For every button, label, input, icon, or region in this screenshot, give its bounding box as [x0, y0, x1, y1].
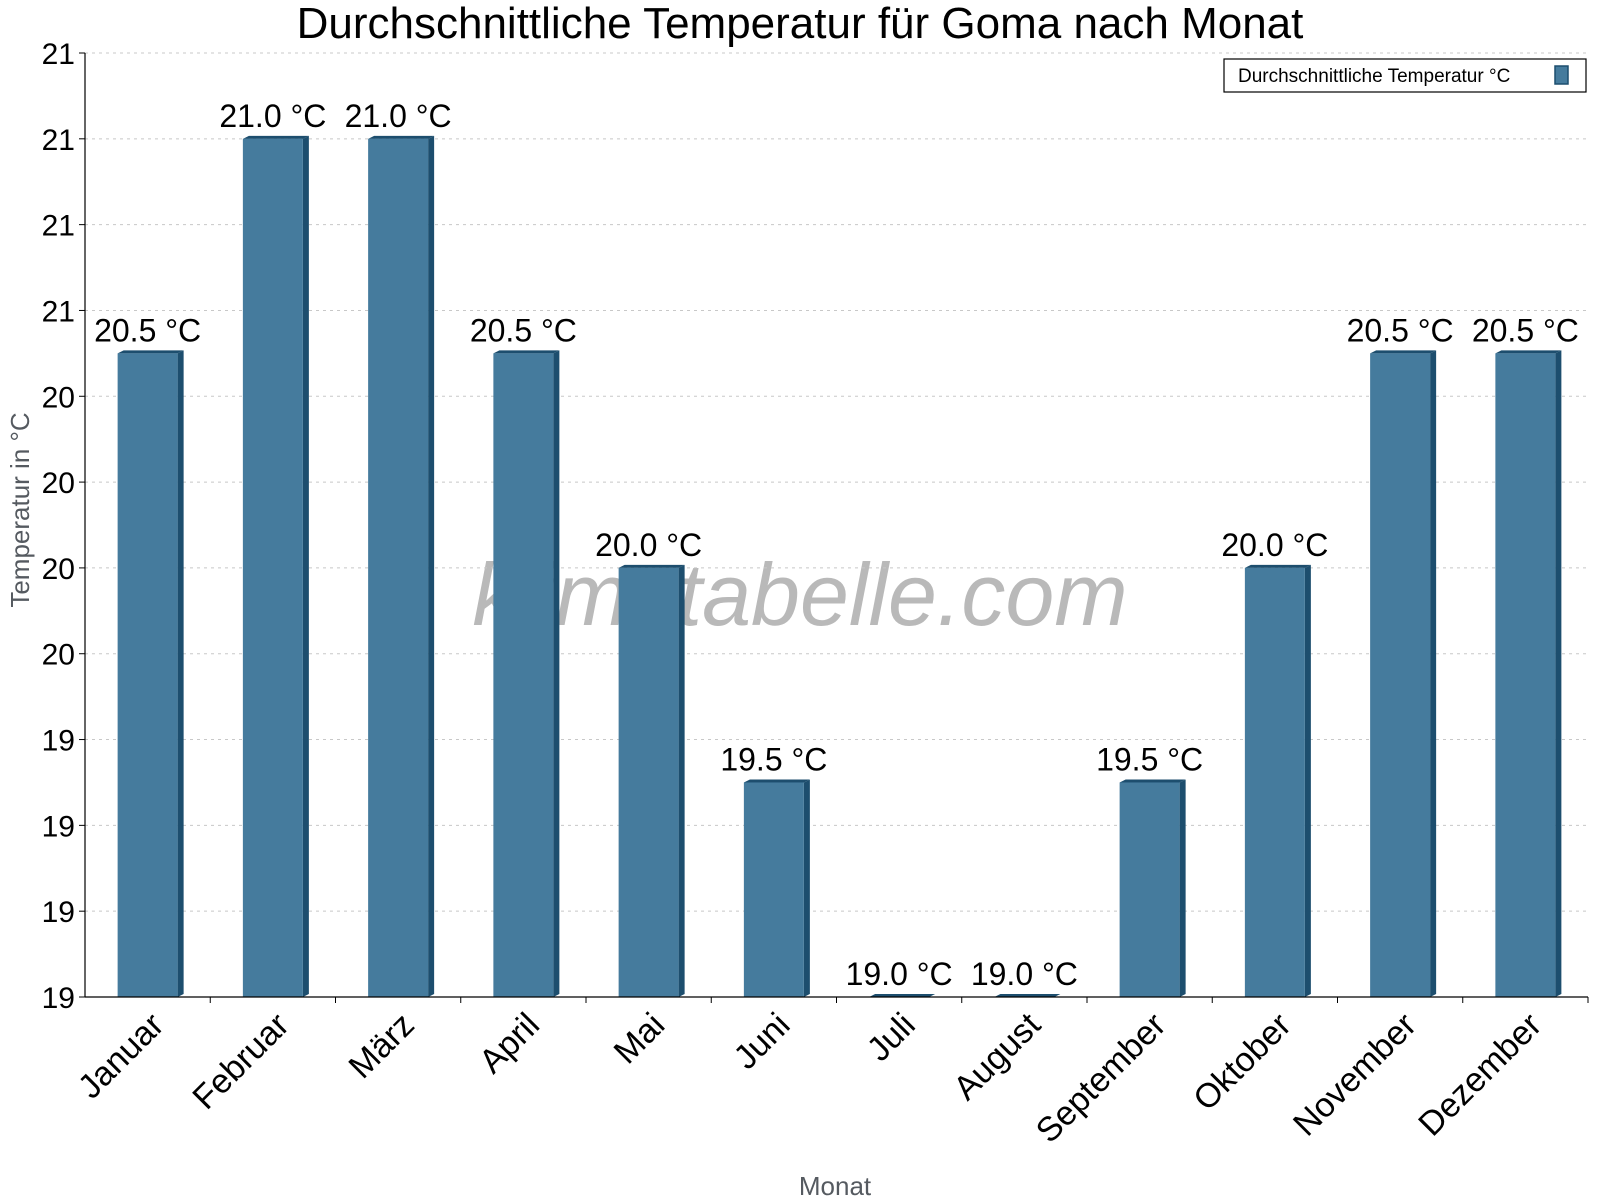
data-label: 21.0 °C	[219, 98, 326, 134]
bar-top	[117, 350, 184, 354]
x-tick-label: September	[1029, 1006, 1173, 1150]
bar-side	[302, 135, 309, 997]
legend-box	[1223, 58, 1587, 93]
bar-januar	[117, 350, 184, 997]
bar-märz	[368, 135, 435, 997]
bar-side	[1179, 779, 1186, 997]
bar-front	[1119, 782, 1180, 997]
bar-front	[618, 567, 679, 997]
bar-front	[368, 138, 429, 997]
y-tick-label: 21	[42, 38, 75, 71]
data-label: 19.0 °C	[846, 956, 953, 992]
bar-top	[994, 994, 1061, 997]
y-tick-label: 20	[42, 467, 75, 500]
bar-november	[1370, 350, 1437, 997]
y-tick-label: 19	[42, 810, 75, 843]
y-tick-label: 21	[42, 295, 75, 328]
bar-front	[1370, 353, 1431, 997]
x-tick-label: Januar	[71, 1006, 171, 1106]
data-label: 20.0 °C	[1221, 527, 1328, 563]
bar-top	[242, 135, 309, 139]
x-tick-label: April	[472, 1006, 547, 1081]
y-tick-label: 21	[42, 210, 75, 243]
x-tick-label: August	[946, 1005, 1048, 1107]
bar-top	[1244, 564, 1311, 568]
axes: 19 19 19 19 20 20 20 20 21 21 21 21	[42, 38, 1589, 1015]
legend: Durchschnittliche Temperatur °C	[1223, 58, 1587, 93]
bar-front	[1495, 353, 1556, 997]
bar-front	[743, 782, 804, 997]
data-label: 20.5 °C	[1472, 312, 1579, 348]
bar-front	[1244, 567, 1305, 997]
x-tick-label: Februar	[185, 1006, 296, 1117]
bar-top	[743, 779, 810, 783]
bar-august	[994, 994, 1061, 997]
x-tick-label: Dezember	[1411, 1006, 1549, 1144]
data-label: 20.5 °C	[1347, 312, 1454, 348]
watermark: klimatabelle.com	[472, 545, 1127, 644]
bar-top	[1495, 350, 1562, 354]
bar-front	[242, 138, 303, 997]
bar-april	[493, 350, 560, 997]
y-tick-label: 21	[42, 124, 75, 157]
y-axis-title: Temperatur in °C	[5, 412, 35, 607]
bar-oktober	[1244, 564, 1311, 997]
bar-side	[1555, 350, 1562, 997]
bar-side	[553, 350, 560, 997]
x-axis-title: Monat	[799, 1171, 872, 1200]
bar-front	[493, 353, 554, 997]
bar-side	[1430, 350, 1437, 997]
x-tick-label: November	[1286, 1006, 1424, 1144]
x-tick-label: Juni	[727, 1006, 798, 1077]
bar-side	[1304, 564, 1311, 997]
legend-swatch	[1554, 65, 1569, 85]
chart-title: Durchschnittliche Temperatur für Goma na…	[297, 0, 1304, 48]
data-label: 19.0 °C	[971, 956, 1078, 992]
bar-front	[117, 353, 178, 997]
y-tick-label: 20	[42, 553, 75, 586]
legend-label: Durchschnittliche Temperatur °C	[1238, 66, 1510, 87]
bar-top	[869, 994, 936, 997]
data-label: 19.5 °C	[720, 741, 827, 777]
x-tick-label: Mai	[607, 1006, 673, 1072]
bar-top	[1119, 779, 1186, 783]
bar-side	[177, 350, 184, 997]
bar-september	[1119, 779, 1186, 997]
x-tick-label: Oktober	[1186, 1006, 1298, 1118]
bar-side	[803, 779, 810, 997]
grid-lines	[85, 52, 1588, 912]
bar-top	[368, 135, 435, 139]
bar-mai	[618, 564, 685, 997]
bar-dezember	[1495, 350, 1562, 997]
bar-side	[428, 135, 435, 997]
bar-juni	[743, 779, 810, 997]
bar-top	[493, 350, 560, 354]
y-tick-label: 20	[42, 639, 75, 672]
data-label: 20.0 °C	[595, 527, 702, 563]
y-tick-label: 19	[42, 725, 75, 758]
bars	[117, 135, 1562, 997]
bar-top	[1370, 350, 1437, 354]
data-label: 19.5 °C	[1096, 741, 1203, 777]
bar-top	[618, 564, 685, 568]
y-tick-label: 19	[42, 982, 75, 1015]
bar-juli	[869, 994, 936, 997]
bar-februar	[242, 135, 309, 997]
x-tick-label: März	[341, 1006, 421, 1086]
data-label: 20.5 °C	[470, 312, 577, 348]
data-label: 20.5 °C	[94, 312, 201, 348]
y-tick-label: 20	[42, 381, 75, 414]
x-tick-label: Juli	[860, 1006, 923, 1069]
bar-side	[678, 564, 685, 997]
y-tick-label: 19	[42, 896, 75, 929]
data-label: 21.0 °C	[345, 98, 452, 134]
